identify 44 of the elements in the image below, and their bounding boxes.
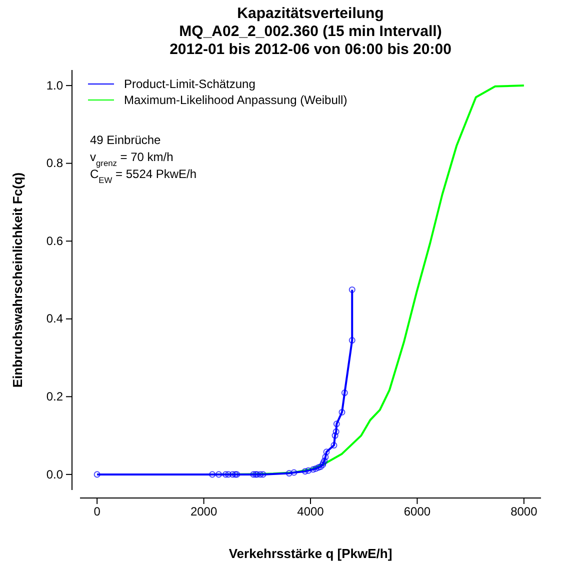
- legend-label: Product-Limit-Schätzung: [124, 77, 256, 91]
- point: [305, 467, 312, 474]
- x-tick-label: 0: [94, 504, 101, 519]
- y-tick-label: 0.2: [46, 390, 64, 404]
- point: [323, 448, 330, 456]
- x-tick-label: 2000: [190, 504, 218, 519]
- x-tick-label: 8000: [510, 504, 538, 519]
- x-tick-label: 4000: [297, 504, 324, 519]
- point: [250, 471, 257, 478]
- x-tick-label: 6000: [404, 504, 431, 519]
- point: [290, 469, 298, 476]
- point: [225, 471, 232, 478]
- y-tick-label: 1.0: [46, 78, 64, 92]
- point: [286, 470, 292, 477]
- point: [321, 458, 328, 464]
- x-axis-title: Verkehrsstärke q [PkwE/h]: [228, 546, 392, 561]
- y-axis-title: Einbruchswahrscheinlichkeit Fc(q): [10, 172, 25, 388]
- chart-subtitle: MQ_A02_2_002.360 (15 min Intervall) 2012-01 bis 2012-06 von 06:00 bis 20:00: [170, 23, 452, 58]
- point: [260, 471, 266, 478]
- annotation: C$_{EW}$ = 5524 PkwE/h: [90, 167, 197, 185]
- point: [257, 471, 264, 478]
- point: [209, 471, 216, 478]
- point: [338, 408, 346, 416]
- point: [332, 432, 338, 439]
- y-tick-label: 0.8: [46, 156, 64, 170]
- annotation: v$_{grenz}$ = 70 km/h: [90, 150, 174, 168]
- chart-title: Kapazitätsverteilung: [237, 5, 384, 22]
- point: [229, 471, 236, 478]
- point: [302, 468, 308, 475]
- point: [333, 420, 340, 428]
- point: [330, 442, 338, 449]
- point: [312, 465, 320, 472]
- y-tick-label: 0.6: [46, 234, 64, 248]
- point: [332, 428, 340, 435]
- point: [215, 471, 222, 478]
- legend-label: Maximum-Likelihood Anpassung (Weibull): [124, 93, 348, 107]
- point: [348, 337, 356, 344]
- point: [322, 454, 329, 460]
- point: [222, 471, 229, 478]
- point: [341, 390, 348, 396]
- y-tick-label: 0.4: [46, 312, 64, 326]
- y-tick-label: 0.0: [46, 467, 64, 482]
- annotation: 49 Einbrüche: [90, 133, 162, 147]
- point: [310, 466, 316, 473]
